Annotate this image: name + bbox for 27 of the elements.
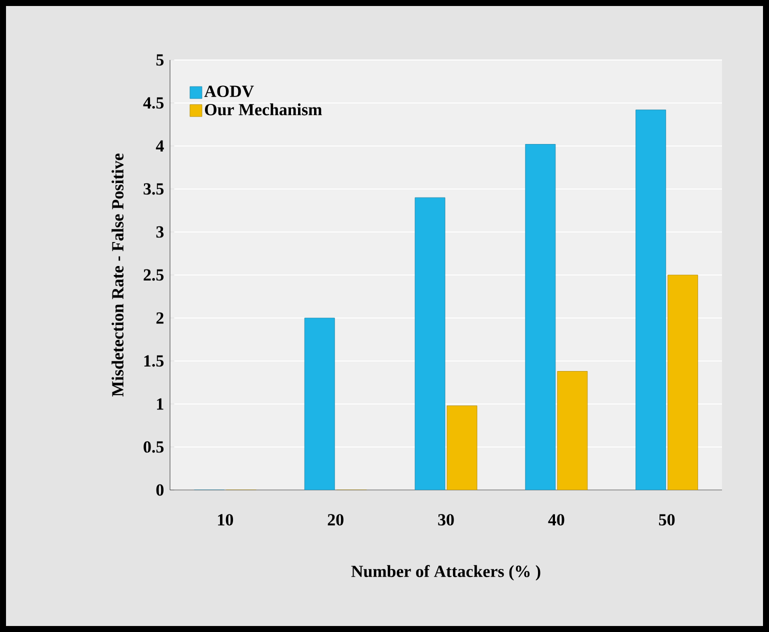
bar [304,318,335,490]
x-tick-label: 10 [218,514,234,526]
y-tick-label: 4.5 [143,97,164,109]
bar [414,197,446,490]
y-tick-label: 5 [156,54,164,66]
y-tick-label: 4 [156,140,164,152]
legend-label: Our Mechanism [204,103,322,116]
y-tick-label: 3.5 [144,183,164,195]
x-tick-label: 30 [438,514,454,526]
y-tick-label: 1.5 [144,355,164,367]
y-tick-label: 0 [156,484,164,496]
y-axis-title: Misdetection Rate - False Positive [112,154,124,397]
bar [525,144,556,490]
bar [446,406,478,490]
bar [668,274,698,490]
y-tick-label: 1 [157,398,164,410]
legend-label: AODV [204,86,254,98]
x-axis-title: Number of Attackers (% ) [351,565,540,581]
x-tick-label: 40 [548,514,564,526]
x-tick-label: 20 [328,514,344,526]
bar [557,371,588,490]
y-tick-label: 3 [156,226,164,238]
y-tick-label: 2 [156,312,164,324]
bar [636,110,666,490]
y-tick-label: 2.5 [144,269,164,281]
x-tick-label: 50 [659,514,675,526]
y-tick-label: 0.5 [144,441,164,453]
